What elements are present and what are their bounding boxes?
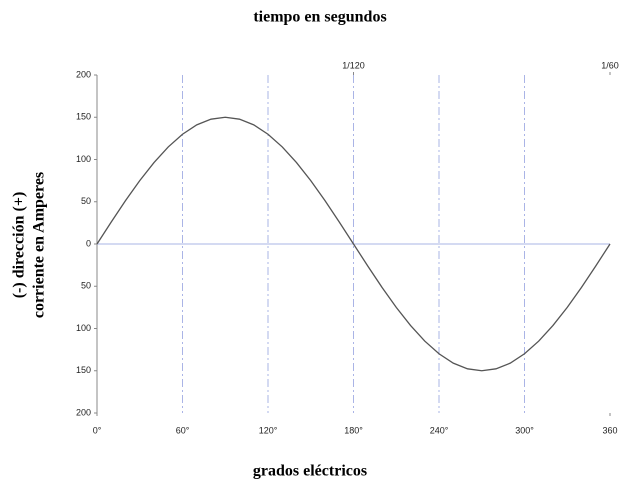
x-tick-label: 300° [515, 425, 534, 435]
y-tick-label: 50 [81, 196, 91, 206]
x2-tick-label: 1/60 [601, 60, 619, 70]
y-tick-label: 200 [76, 69, 91, 79]
y-tick-label: 50 [81, 281, 91, 291]
x-tick-label: 0° [93, 425, 102, 435]
x2-tick-label: 1/120 [342, 60, 365, 70]
x-axis-label: grados eléctricos [253, 463, 367, 480]
y-tick-label: 150 [76, 365, 91, 375]
x-tick-label: 180° [344, 425, 363, 435]
x-tick-label: 60° [176, 425, 190, 435]
data-line [96, 116, 611, 372]
x-tick-label: 120° [259, 425, 278, 435]
y-tick-label: 0 [86, 238, 91, 248]
y-tick-label: 150 [76, 112, 91, 122]
y-tick-label: 100 [76, 323, 91, 333]
y-tick-label: 100 [76, 154, 91, 164]
chart-title: tiempo en segundos [253, 9, 386, 26]
y-axis-label: (-) dirección (+) [11, 192, 28, 299]
x-tick-label: 360 [602, 425, 617, 435]
y-tick-label: 200 [76, 407, 91, 417]
y-axis-label: corriente en Amperes [31, 172, 48, 318]
x-tick-label: 240° [430, 425, 449, 435]
